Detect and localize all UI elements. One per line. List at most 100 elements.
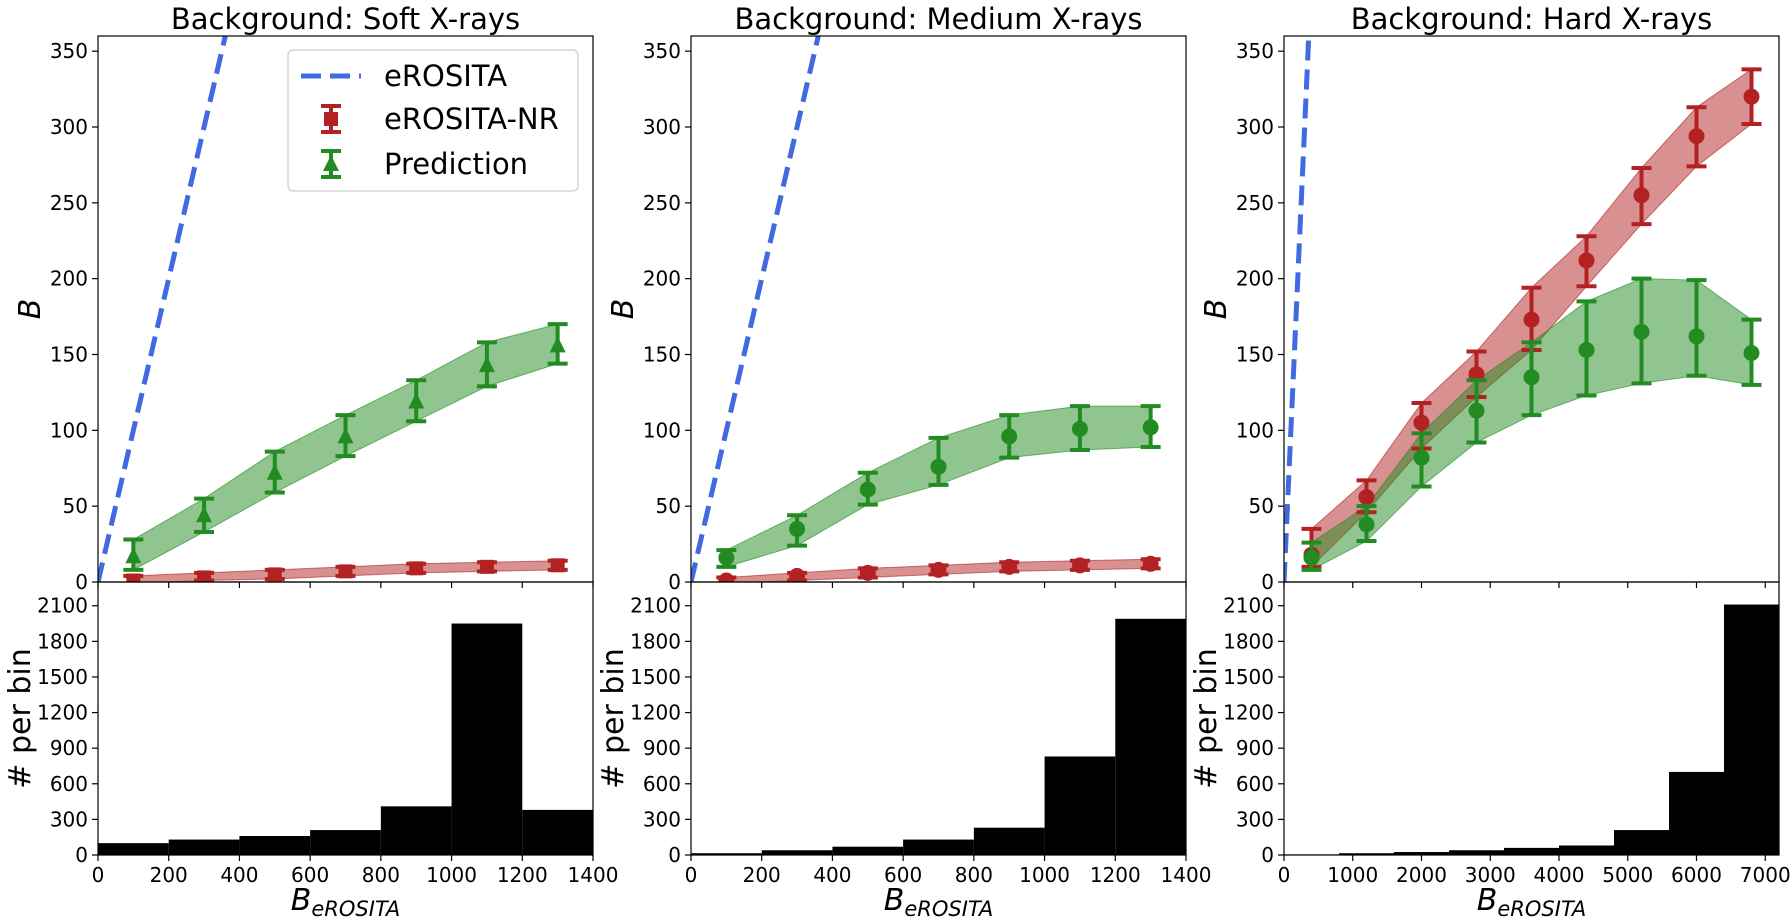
x-tick-label: 1200 — [1090, 863, 1141, 887]
x-tick-label: 200 — [150, 863, 188, 887]
histogram-bar — [1449, 850, 1504, 855]
hist-y-tick-label: 0 — [1261, 843, 1274, 867]
legend-pred-marker — [323, 155, 339, 171]
y-tick-label: 300 — [50, 115, 88, 139]
hist-y-tick-label: 900 — [1236, 736, 1274, 760]
histogram-bar — [1504, 847, 1559, 855]
legend-nr-label: eROSITA-NR — [384, 102, 559, 136]
pred-point — [1633, 323, 1650, 340]
hist-y-tick-label: 0 — [668, 843, 681, 867]
histogram-bar — [168, 839, 240, 855]
y-tick-label: 0 — [1261, 570, 1274, 594]
nr-point — [859, 564, 876, 581]
top-axes-frame — [690, 35, 1187, 583]
hist-y-tick-label: 2100 — [37, 594, 88, 618]
panel-3: 0 50 100 150 200 250 300 350 0 300 600 900 1200 1500 1… — [1189, 2, 1791, 919]
y-tick-label: 50 — [63, 494, 88, 518]
y-tick-label: 250 — [1236, 191, 1274, 215]
x-axis-label: BeROSITA — [884, 883, 993, 919]
hist-y-axis-label: # per bin — [1189, 648, 1224, 788]
y-tick-label: 150 — [1236, 343, 1274, 367]
x-tick-label: 0 — [92, 863, 105, 887]
histogram-bar — [761, 850, 833, 855]
histogram-bar — [522, 809, 593, 855]
pred-point — [1468, 402, 1485, 419]
pred-point — [1413, 449, 1430, 466]
pred-point — [859, 481, 876, 498]
y-tick-label: 150 — [50, 343, 88, 367]
nr-point — [1001, 558, 1018, 575]
nr-point — [550, 558, 565, 573]
y-tick-label: 50 — [656, 494, 681, 518]
hist-y-tick-label: 300 — [643, 807, 681, 831]
pred-point — [718, 549, 735, 566]
y-tick-label: 100 — [50, 418, 88, 442]
nr-point — [1468, 366, 1485, 383]
y-tick-label: 0 — [75, 570, 88, 594]
nr-point — [1688, 128, 1705, 145]
x-tick-label: 5000 — [1602, 863, 1653, 887]
y-tick-label: 350 — [50, 39, 88, 63]
nr-point — [1523, 311, 1540, 328]
histogram-bar — [973, 827, 1045, 855]
pred-point — [125, 547, 142, 564]
y-tick-label: 200 — [1236, 267, 1274, 291]
nr-point — [1743, 88, 1760, 105]
nr-point — [1633, 187, 1650, 204]
plot-area-top — [1284, 36, 1762, 582]
y-tick-label: 350 — [1236, 39, 1274, 63]
pred-point — [478, 356, 495, 373]
nr-point — [126, 573, 141, 582]
hist-y-tick-label: 600 — [50, 772, 88, 796]
pred-point — [1358, 516, 1375, 533]
panel-1: 0 50 100 150 200 250 300 350 0 300 600 900 1200 1500 1… — [3, 2, 618, 919]
hist-y-tick-label: 1200 — [630, 701, 681, 725]
plot-area-top — [98, 36, 568, 582]
pred-point — [1142, 419, 1159, 436]
x-tick-label: 1200 — [497, 863, 548, 887]
hist-y-tick-label: 1500 — [1223, 665, 1274, 689]
histogram-bar — [903, 839, 974, 855]
hist-y-tick-label: 1800 — [1223, 629, 1274, 653]
erosita-line — [1284, 36, 1312, 582]
plot-area-top — [691, 36, 1161, 582]
y-axis-label: B — [606, 299, 641, 320]
x-tick-label: 600 — [884, 863, 922, 887]
bottom-axes-frame — [690, 581, 1187, 856]
hist-y-tick-label: 300 — [50, 807, 88, 831]
nr-point — [267, 567, 282, 582]
pred-errorbar — [1686, 278, 1707, 378]
erosita-line — [98, 36, 228, 582]
nr-point — [1413, 414, 1430, 431]
x-tick-label: 800 — [955, 863, 993, 887]
histogram-bar — [98, 843, 169, 855]
hist-y-axis-label: # per bin — [596, 648, 631, 788]
y-tick-label: 0 — [668, 570, 681, 594]
x-tick-label: 400 — [220, 863, 258, 887]
histogram-bar — [832, 846, 904, 855]
histogram-bar — [1669, 771, 1724, 855]
nr-point — [930, 561, 947, 578]
histogram-bar — [1115, 618, 1186, 855]
hist-y-tick-label: 600 — [1236, 772, 1274, 796]
y-tick-label: 200 — [643, 267, 681, 291]
x-tick-label: 3000 — [1465, 863, 1516, 887]
x-tick-label: 1400 — [568, 863, 619, 887]
histogram-bar — [1614, 830, 1669, 855]
legend-pred-label: Prediction — [384, 147, 528, 181]
x-axis-label: BeROSITA — [1477, 883, 1586, 919]
x-tick-label: 800 — [362, 863, 400, 887]
x-tick-label: 1000 — [1327, 863, 1378, 887]
y-tick-label: 300 — [643, 115, 681, 139]
y-tick-label: 150 — [643, 343, 681, 367]
y-axis-label: B — [13, 299, 48, 320]
pred-point — [1743, 344, 1760, 361]
y-tick-label: 250 — [50, 191, 88, 215]
x-tick-label: 7000 — [1740, 863, 1791, 887]
hist-y-tick-label: 300 — [1236, 807, 1274, 831]
hist-y-tick-label: 600 — [643, 772, 681, 796]
hist-y-tick-label: 2100 — [1223, 594, 1274, 618]
pred-point — [1523, 369, 1540, 386]
nr-point — [1142, 555, 1159, 572]
histogram-bar — [310, 830, 381, 855]
